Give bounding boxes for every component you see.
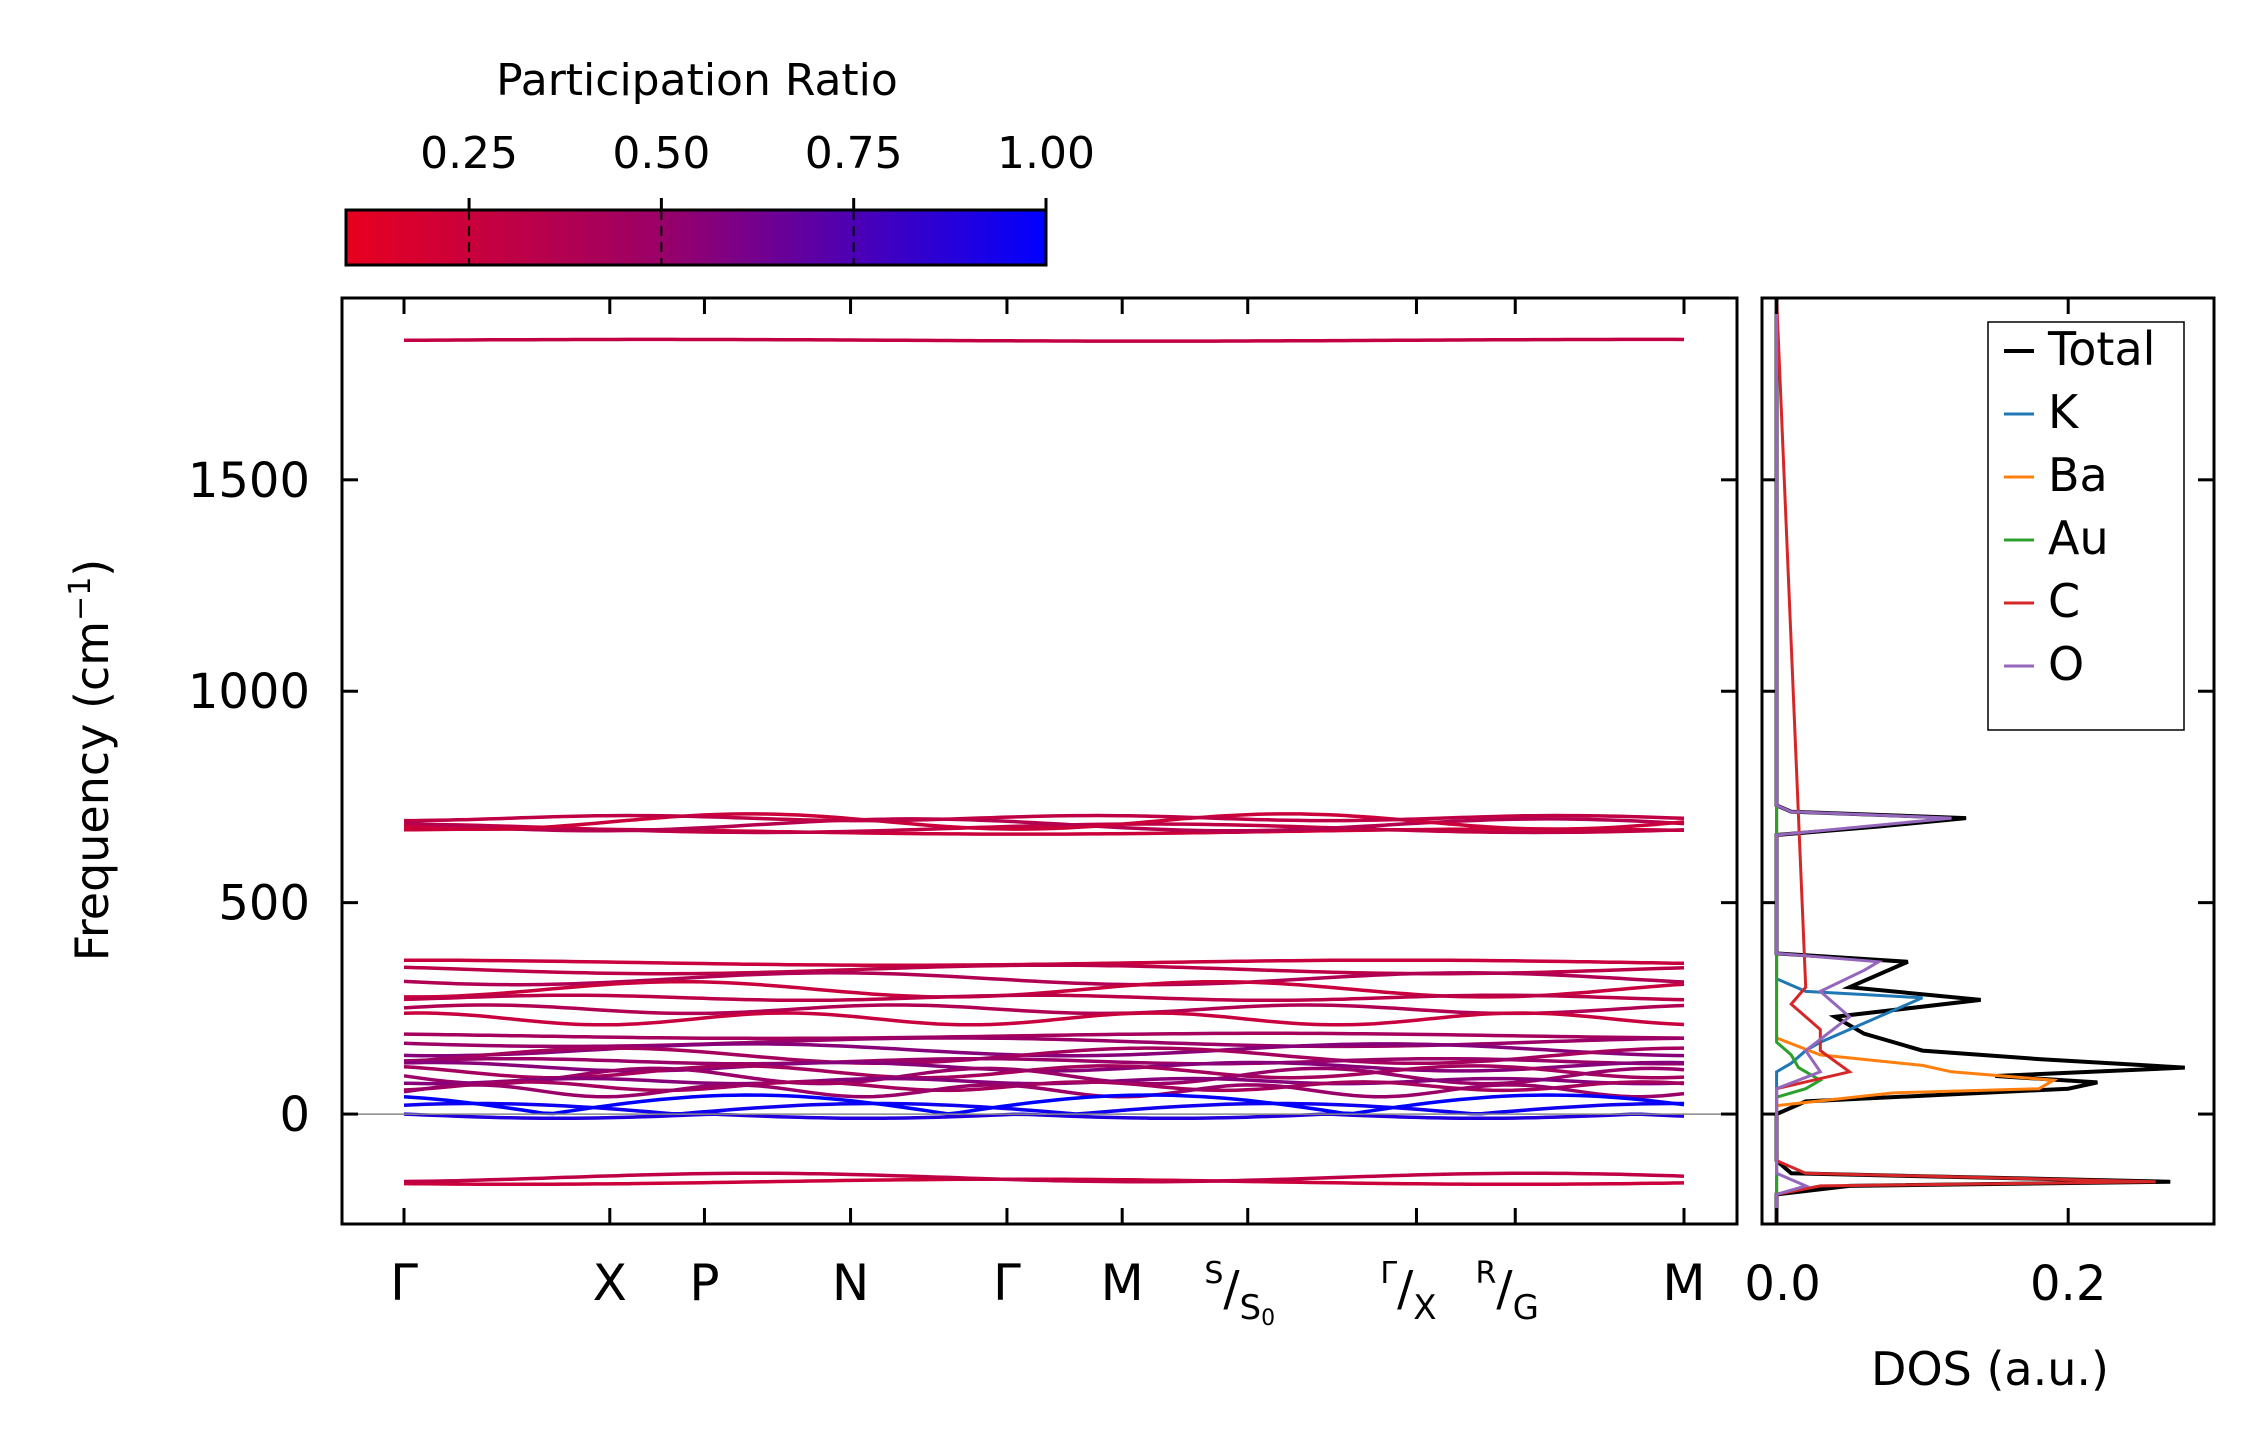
kpath-label: Γ/X bbox=[1380, 1256, 1436, 1328]
band-structure-panel: 0 500 1000 1500 Γ X P N Γ M S/S0 Γ/X R/G M Frequency… bbox=[63, 296, 2214, 1331]
legend-label: Total bbox=[2047, 322, 2155, 376]
dos-series-ba bbox=[1775, 298, 2059, 1224]
band-axes-frame bbox=[340, 296, 1739, 1226]
band-line bbox=[403, 1080, 1685, 1093]
kpath-label: Γ bbox=[390, 1254, 418, 1312]
colorbar: Participation Ratio 0.25 0.50 0.75 1.00 bbox=[344, 55, 1095, 267]
band-line bbox=[403, 1066, 1685, 1086]
band-lines bbox=[403, 337, 1685, 1187]
band-line bbox=[403, 1003, 1685, 1016]
y-tick-label: 1000 bbox=[188, 664, 310, 720]
colorbar-title: Participation Ratio bbox=[496, 55, 898, 106]
y-tick-label: 1500 bbox=[188, 453, 310, 509]
band-line bbox=[403, 1171, 1685, 1184]
band-y-ticks: 0 500 1000 1500 bbox=[188, 453, 2214, 1143]
dos-lines bbox=[1774, 298, 2185, 1224]
legend-label: Au bbox=[2048, 511, 2109, 565]
band-line bbox=[403, 337, 1685, 343]
dos-series-au bbox=[1775, 298, 1824, 1224]
colorbar-tick-label: 0.50 bbox=[612, 128, 710, 179]
dos-ticks: 0.0 0.2 bbox=[1744, 298, 2106, 1312]
y-tick-label: 500 bbox=[218, 876, 310, 932]
band-line bbox=[404, 813, 1685, 823]
colorbar-tick-label: 0.25 bbox=[420, 128, 518, 179]
y-label-main: Frequency (cm bbox=[65, 621, 119, 961]
kpath-label: S/S0 bbox=[1204, 1256, 1275, 1331]
band-line bbox=[403, 1093, 1685, 1116]
colorbar-tick-label: 0.75 bbox=[805, 128, 903, 179]
colorbar-gradient bbox=[344, 208, 1048, 267]
band-line bbox=[403, 1056, 1684, 1066]
y-label-close: ) bbox=[65, 559, 119, 577]
band-kpath-ticks: Γ X P N Γ M S/S0 Γ/X R/G M bbox=[390, 298, 1706, 1331]
legend-label: K bbox=[2048, 385, 2080, 439]
dos-legend: Total K Ba Au CO bbox=[1987, 321, 2185, 731]
legend-label: Ba bbox=[2048, 448, 2108, 502]
kpath-label: X bbox=[593, 1254, 627, 1312]
dos-axes-frame bbox=[1760, 296, 2216, 1226]
kpath-label: Γ bbox=[993, 1254, 1021, 1312]
band-y-axis-label: Frequency (cm−1) bbox=[63, 559, 119, 962]
dos-series-o bbox=[1775, 298, 1952, 1224]
kpath-label: M bbox=[1662, 1254, 1705, 1312]
band-line bbox=[403, 971, 1685, 987]
colorbar-ticks: 0.25 0.50 0.75 1.00 bbox=[420, 128, 1095, 265]
legend-box bbox=[1987, 321, 2185, 731]
band-line bbox=[403, 993, 1685, 1003]
band-line bbox=[403, 817, 1685, 833]
dos-x-axis-label: DOS (a.u.) bbox=[1871, 1342, 2109, 1396]
band-line bbox=[403, 1011, 1685, 1027]
band-line bbox=[403, 1064, 1685, 1080]
band-line bbox=[403, 812, 1685, 831]
y-tick-label: 0 bbox=[279, 1087, 310, 1143]
kpath-label: N bbox=[832, 1254, 869, 1312]
band-line bbox=[403, 1112, 1685, 1121]
colorbar-tick-label: 1.00 bbox=[997, 128, 1095, 179]
y-label-superscript: −1 bbox=[63, 577, 98, 621]
band-line bbox=[403, 1031, 1685, 1041]
dos-x-tick-label: 0.2 bbox=[2030, 1256, 2106, 1312]
kpath-label: P bbox=[689, 1254, 719, 1312]
legend-label: C bbox=[2048, 574, 2080, 628]
kpath-label: R/G bbox=[1476, 1256, 1539, 1328]
band-line bbox=[403, 1083, 1685, 1099]
legend-label: O bbox=[2048, 637, 2084, 691]
dos-panel: 0.0 0.2 DOS (a.u.) Total K Ba Au CO bbox=[1744, 296, 2216, 1396]
kpath-label: M bbox=[1101, 1254, 1144, 1312]
dos-x-tick-label: 0.0 bbox=[1744, 1256, 1820, 1312]
band-line bbox=[403, 1046, 1685, 1066]
